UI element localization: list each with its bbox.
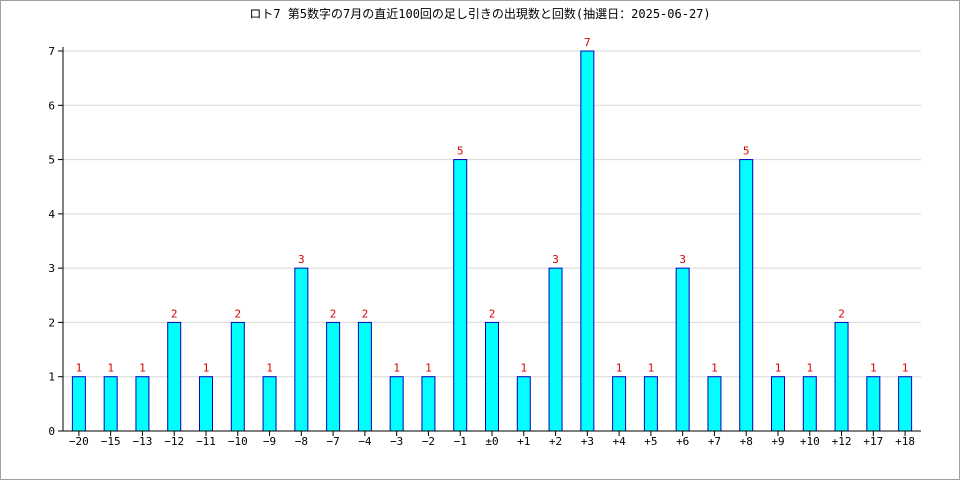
bar [771,376,785,432]
y-tick-label: 6 [48,99,55,112]
y-tick-label: 7 [48,45,55,58]
data-label: 2 [171,307,178,320]
bar [834,321,849,432]
bar [675,267,690,432]
x-tick-label: −7 [326,435,339,448]
data-label: 1 [393,362,400,375]
x-tick-label: +18 [895,435,915,448]
x-tick-label: −8 [295,435,308,448]
x-tick-label: ±0 [485,435,498,448]
data-label: 1 [425,362,432,375]
x-tick-label: +3 [581,435,594,448]
data-label: 1 [902,362,909,375]
bar [167,321,182,432]
data-label: 1 [870,362,877,375]
x-tick-label: +1 [517,435,530,448]
bar [612,376,627,432]
bar [866,376,881,432]
data-label: 3 [679,253,686,266]
bars [71,50,913,432]
bar [230,321,245,432]
data-label: 2 [234,307,241,320]
data-label: 1 [139,362,146,375]
chart-title: ロト7 第5数字の7月の直近100回の足し引きの出現数と回数(抽選日：2025-… [249,7,711,21]
y-tick-label: 0 [48,425,55,438]
x-tick-label: +9 [771,435,784,448]
data-label: 2 [838,307,845,320]
x-tick-label: −4 [358,435,372,448]
data-label: 1 [775,362,782,375]
x-tick-label: −1 [454,435,467,448]
y-tick-label: 4 [48,208,55,221]
bar [294,267,309,432]
y-tick-label: 2 [48,316,55,329]
x-tick-label: +8 [740,435,753,448]
x-tick-label: −11 [196,435,216,448]
bar [453,159,468,432]
data-label: 2 [489,307,496,320]
data-label: 1 [806,362,813,375]
x-tick-label: +10 [800,435,820,448]
x-tick-label: −10 [228,435,248,448]
x-tick-label: +5 [644,435,657,448]
x-tick-label: +12 [832,435,852,448]
data-label: 2 [330,307,337,320]
bar [389,376,404,432]
data-label: 2 [362,307,369,320]
x-tick-label: +6 [676,435,689,448]
bar [739,159,754,432]
y-tick-label: 1 [48,371,55,384]
x-tick-label: +17 [863,435,883,448]
x-tick-label: +2 [549,435,562,448]
x-tick-label: −2 [422,435,435,448]
bar [898,376,913,432]
data-label: 3 [298,253,305,266]
bar [421,376,436,432]
x-tick-label: +7 [708,435,721,448]
data-label: 1 [107,362,114,375]
bar [485,321,499,432]
data-label: 1 [203,362,210,375]
bar [199,376,213,432]
bar [262,376,277,432]
x-tick-label: −13 [133,435,153,448]
data-label: 5 [457,145,464,158]
data-label: 1 [520,362,527,375]
bar [548,267,563,432]
bar [707,376,722,432]
bar [516,376,531,432]
data-label: 1 [76,362,83,375]
data-label: 3 [552,253,559,266]
x-tick-label: −20 [69,435,89,448]
data-label: 1 [648,362,655,375]
x-tick-label: −15 [101,435,121,448]
bar [71,376,86,432]
bar [580,50,595,432]
data-label: 1 [616,362,623,375]
data-label: 1 [266,362,273,375]
bar [802,376,817,432]
y-tick-label: 3 [48,262,55,275]
bar [643,376,658,432]
bar [135,376,150,432]
data-label: 7 [584,36,591,49]
bar [326,321,341,432]
data-label: 1 [711,362,718,375]
x-tick-label: −9 [263,435,276,448]
x-tick-label: +4 [612,435,626,448]
x-tick-label: −3 [390,435,403,448]
bar [103,376,118,432]
x-tick-label: −12 [164,435,184,448]
y-tick-label: 5 [48,154,55,167]
data-label: 5 [743,145,750,158]
bar [357,321,372,432]
